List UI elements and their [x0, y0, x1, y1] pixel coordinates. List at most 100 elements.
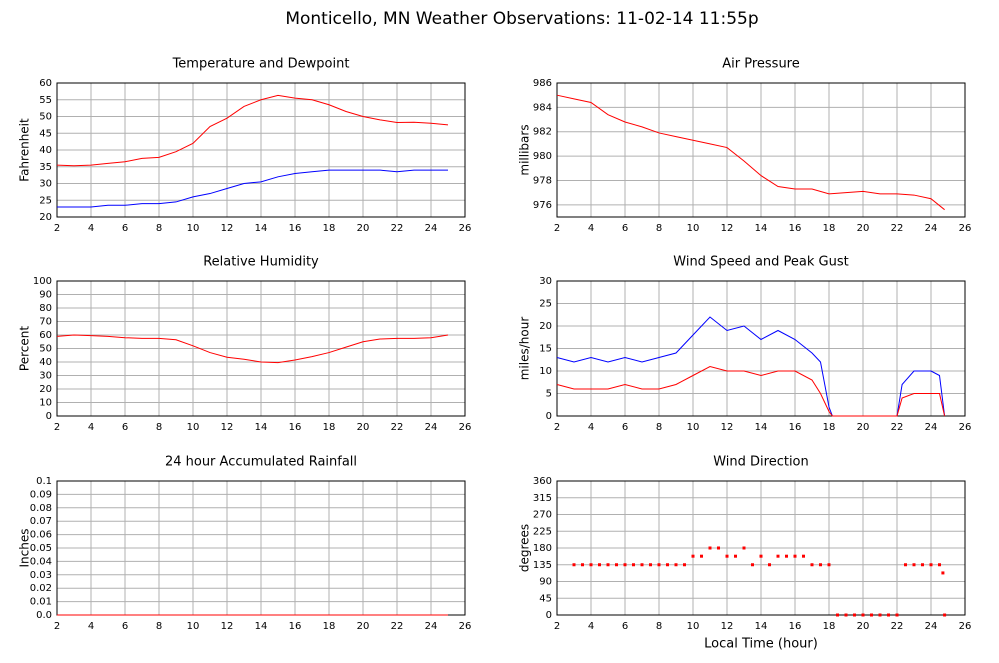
y-tick-label: 20: [39, 384, 52, 395]
x-tick-label: 18: [823, 621, 836, 632]
data-point: [819, 563, 822, 567]
data-point: [640, 563, 644, 567]
data-point: [572, 563, 576, 567]
y-axis-label: millibars: [518, 124, 532, 175]
y-tick-label: 0.0: [36, 610, 52, 621]
x-tick-label: 22: [891, 422, 904, 433]
data-point: [793, 554, 797, 558]
data-line: [556, 316, 946, 417]
y-axis-label: Fahrenheit: [18, 118, 32, 182]
y-tick-label: 60: [39, 78, 52, 89]
data-point: [827, 563, 831, 567]
y-tick-label: 0.04: [30, 556, 52, 567]
data-point: [759, 554, 763, 558]
x-tick-label: 10: [687, 422, 700, 433]
data-point: [810, 563, 814, 567]
x-tick-label: 8: [156, 621, 162, 632]
data-point: [895, 613, 899, 617]
x-tick-label: 22: [391, 223, 404, 234]
plot-title: Air Pressure: [722, 57, 800, 72]
y-tick-label: 55: [39, 95, 52, 106]
x-tick-label: 26: [459, 621, 472, 632]
data-point: [632, 563, 635, 567]
y-tick-label: 10: [39, 398, 52, 409]
data-point: [708, 546, 712, 550]
data-point: [581, 563, 584, 567]
data-point: [912, 563, 916, 567]
x-axis-label: Local Time (hour): [704, 637, 818, 652]
x-tick-label: 2: [554, 223, 560, 234]
data-point: [674, 563, 678, 567]
y-tick-label: 986: [533, 78, 552, 89]
x-tick-label: 6: [622, 422, 628, 433]
y-tick-label: 30: [539, 276, 552, 287]
plot-title: Temperature and Dewpoint: [172, 57, 350, 72]
x-tick-label: 10: [187, 621, 200, 632]
x-tick-label: 22: [891, 223, 904, 234]
y-tick-label: 30: [39, 371, 52, 382]
data-point: [836, 613, 839, 617]
x-tick-label: 2: [54, 223, 60, 234]
x-tick-label: 8: [156, 223, 162, 234]
x-tick-label: 12: [721, 621, 734, 632]
x-tick-label: 4: [88, 422, 94, 433]
page-title: Monticello, MN Weather Observations: 11-…: [285, 9, 758, 29]
x-tick-label: 6: [622, 621, 628, 632]
data-point: [751, 563, 754, 567]
data-point: [700, 554, 703, 558]
x-tick-label: 20: [857, 223, 870, 234]
x-tick-label: 12: [221, 422, 234, 433]
x-tick-label: 12: [721, 223, 734, 234]
data-point: [683, 563, 686, 567]
data-point: [589, 563, 593, 567]
x-tick-label: 14: [255, 621, 268, 632]
x-tick-label: 14: [755, 422, 768, 433]
x-tick-label: 14: [255, 422, 268, 433]
x-tick-label: 20: [357, 422, 370, 433]
x-tick-label: 26: [959, 621, 972, 632]
y-tick-label: 0.05: [30, 543, 52, 554]
x-tick-label: 10: [187, 223, 200, 234]
y-tick-label: 0.1: [36, 476, 52, 487]
data-point: [941, 571, 945, 575]
x-tick-label: 10: [687, 223, 700, 234]
x-tick-label: 2: [554, 422, 560, 433]
x-tick-label: 8: [656, 223, 662, 234]
y-tick-label: 360: [533, 476, 552, 487]
y-tick-label: 80: [39, 303, 52, 314]
x-tick-label: 4: [588, 422, 594, 433]
x-tick-label: 24: [425, 621, 438, 632]
x-tick-label: 4: [588, 223, 594, 234]
data-point: [691, 554, 695, 558]
plot-title: Relative Humidity: [203, 255, 319, 270]
x-tick-label: 6: [122, 422, 128, 433]
y-tick-label: 40: [39, 145, 52, 156]
y-axis-label: miles/hour: [518, 317, 532, 381]
x-tick-label: 26: [959, 422, 972, 433]
y-tick-label: 0: [546, 610, 552, 621]
x-tick-label: 16: [289, 621, 302, 632]
y-tick-label: 40: [39, 357, 52, 368]
x-tick-label: 12: [721, 422, 734, 433]
plot-frame: [556, 82, 966, 218]
data-point: [768, 563, 771, 567]
data-point: [666, 563, 669, 567]
x-tick-label: 20: [357, 621, 370, 632]
data-point: [657, 563, 661, 567]
x-tick-label: 26: [459, 223, 472, 234]
x-tick-label: 12: [221, 223, 234, 234]
x-tick-label: 2: [54, 621, 60, 632]
data-line: [556, 365, 946, 417]
x-tick-label: 8: [156, 422, 162, 433]
y-tick-label: 0.06: [30, 530, 52, 541]
data-point: [598, 563, 601, 567]
x-tick-label: 26: [459, 422, 472, 433]
x-tick-label: 24: [425, 422, 438, 433]
plot-frame: [556, 280, 966, 417]
x-tick-label: 8: [656, 621, 662, 632]
y-tick-label: 0: [546, 411, 552, 422]
y-axis-label: Inches: [18, 529, 32, 568]
x-tick-label: 14: [755, 223, 768, 234]
x-tick-label: 16: [789, 621, 802, 632]
